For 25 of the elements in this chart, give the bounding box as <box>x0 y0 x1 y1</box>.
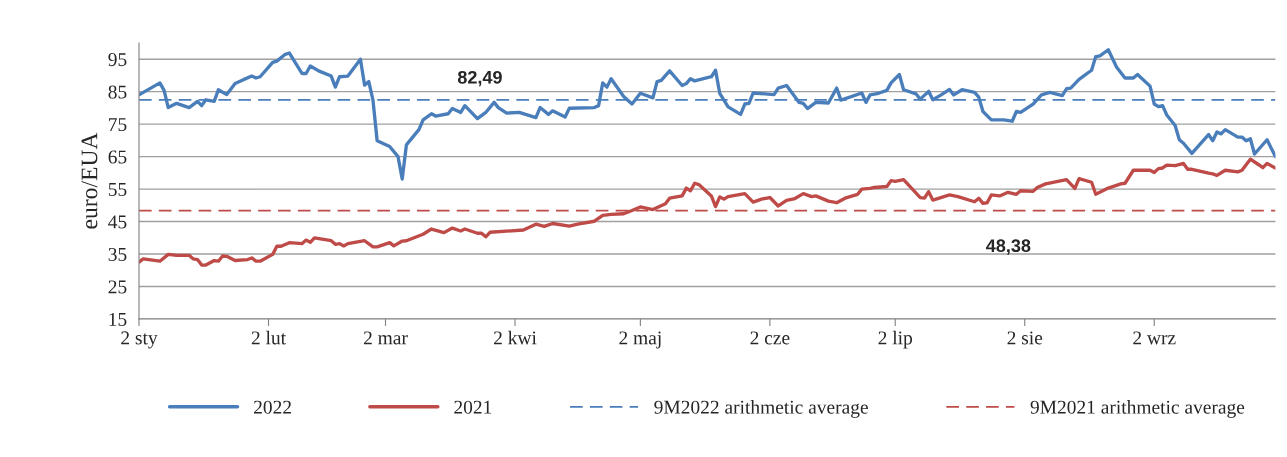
y-tick-label: 65 <box>108 150 127 164</box>
y-tick-label: 85 <box>108 85 127 99</box>
legend-label: 2021 <box>454 400 492 414</box>
y-axis-title: euro/EUA <box>81 132 98 229</box>
y-tick-label: 55 <box>108 183 127 197</box>
legend-label: 9M2021 arithmetic average <box>1030 400 1245 418</box>
y-tick-label: 45 <box>108 215 127 229</box>
x-tick-label: 2 cze <box>750 331 790 345</box>
x-tick-label: 2 mar <box>363 331 408 345</box>
x-tick-label: 2 lut <box>251 330 286 345</box>
x-tick-label: 2 sty <box>121 331 158 349</box>
x-tick-label: 2 wrz <box>1133 331 1176 345</box>
y-tick-label: 25 <box>108 280 127 294</box>
x-tick-label: 2 maj <box>619 331 661 349</box>
annotation: 48,38 <box>986 239 1031 255</box>
y-tick-label: 15 <box>109 312 127 326</box>
legend-label: 2022 <box>254 400 291 414</box>
x-tick-label: 2 lip <box>878 330 913 349</box>
y-tick-label: 35 <box>108 247 127 261</box>
annotation: 82,49 <box>457 70 502 87</box>
legend-label: 9M2022 arithmetic average <box>654 400 868 418</box>
x-tick-label: 2 sie <box>1007 331 1043 345</box>
x-tick-label: 2 kwi <box>494 330 537 345</box>
y-tick-label: 95 <box>108 53 127 67</box>
y-tick-label: 75 <box>109 118 127 132</box>
